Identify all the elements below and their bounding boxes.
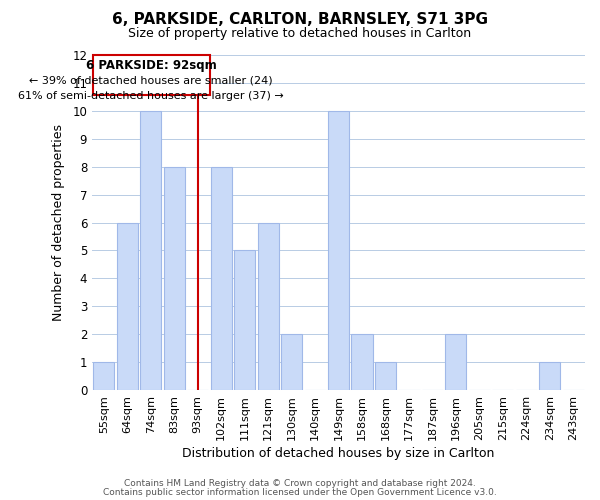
Bar [257,222,278,390]
Text: Contains HM Land Registry data © Crown copyright and database right 2024.: Contains HM Land Registry data © Crown c… [124,478,476,488]
Text: Contains public sector information licensed under the Open Government Licence v3: Contains public sector information licen… [103,488,497,497]
Bar [93,362,115,390]
Text: 61% of semi-detached houses are larger (37) →: 61% of semi-detached houses are larger (… [19,90,284,101]
FancyBboxPatch shape [92,55,210,96]
Bar [281,334,302,390]
Text: 6, PARKSIDE, CARLTON, BARNSLEY, S71 3PG: 6, PARKSIDE, CARLTON, BARNSLEY, S71 3PG [112,12,488,28]
Bar [140,111,161,390]
Text: 6 PARKSIDE: 92sqm: 6 PARKSIDE: 92sqm [86,59,217,72]
Bar [328,111,349,390]
X-axis label: Distribution of detached houses by size in Carlton: Distribution of detached houses by size … [182,447,495,460]
Bar [539,362,560,390]
Bar [164,166,185,390]
Bar [211,166,232,390]
Text: Size of property relative to detached houses in Carlton: Size of property relative to detached ho… [128,28,472,40]
Text: ← 39% of detached houses are smaller (24): ← 39% of detached houses are smaller (24… [29,75,273,85]
Bar [234,250,255,390]
Bar [117,222,138,390]
Bar [352,334,373,390]
Y-axis label: Number of detached properties: Number of detached properties [52,124,65,321]
Bar [445,334,466,390]
Bar [375,362,396,390]
